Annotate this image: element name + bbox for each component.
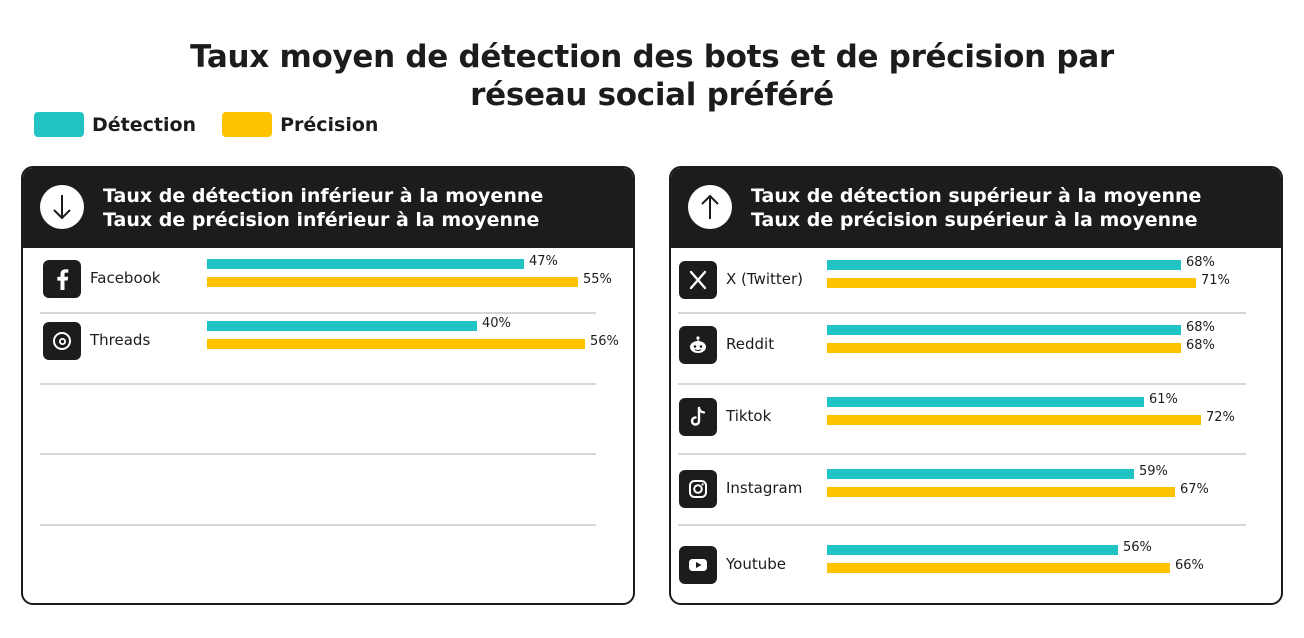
arrow-up-icon: [688, 185, 732, 229]
row-divider: [40, 453, 596, 455]
bar-precision: [827, 487, 1175, 497]
chart-title-line-2: réseau social préféré: [470, 77, 834, 113]
legend-item-detection: Détection: [34, 112, 196, 137]
reddit-icon: [679, 326, 717, 364]
legend-item-precision: Précision: [222, 112, 378, 137]
legend-swatch-precision: [222, 112, 273, 137]
value-label-detection: 68%: [1186, 255, 1215, 270]
chart-row: Reddit 68% 68%: [671, 320, 1281, 366]
bar-detection: [207, 321, 477, 331]
bar-detection: [827, 325, 1181, 335]
category-label: Threads: [90, 331, 151, 349]
row-divider: [40, 383, 596, 385]
value-label-precision: 72%: [1206, 410, 1235, 425]
panel-header-above-average: Taux de détection supérieur à la moyenne…: [671, 168, 1281, 248]
value-label-precision: 66%: [1175, 558, 1204, 573]
threads-icon: [43, 322, 81, 360]
panel-header-line-2: Taux de précision supérieur à la moyenne: [751, 209, 1198, 231]
value-label-precision: 71%: [1201, 273, 1230, 288]
chart-row: Instagram 59% 67%: [671, 464, 1281, 510]
bar-detection: [207, 259, 524, 269]
value-label-detection: 59%: [1139, 464, 1168, 479]
value-label-precision: 55%: [583, 272, 612, 287]
bar-detection: [827, 260, 1181, 270]
arrow-down-icon: [40, 185, 84, 229]
value-label-detection: 61%: [1149, 392, 1178, 407]
bar-detection: [827, 545, 1118, 555]
legend-label-detection: Détection: [92, 113, 197, 136]
instagram-icon: [679, 470, 717, 508]
row-divider: [678, 312, 1246, 314]
tiktok-icon: [679, 398, 717, 436]
chart-row: Youtube 56% 66%: [671, 540, 1281, 586]
row-divider: [40, 524, 596, 526]
legend-label-precision: Précision: [280, 113, 379, 136]
bar-detection: [827, 397, 1144, 407]
x-twitter-icon: [679, 261, 717, 299]
panel-above-average: Taux de détection supérieur à la moyenne…: [669, 166, 1283, 605]
chart-title-line-1: Taux moyen de détection des bots et de p…: [190, 39, 1114, 75]
chart-row: Tiktok 61% 72%: [671, 392, 1281, 438]
chart-row: Facebook 47% 55%: [23, 254, 633, 300]
panel-header-line-1: Taux de détection supérieur à la moyenne: [751, 185, 1202, 207]
row-divider: [678, 524, 1246, 526]
value-label-precision: 67%: [1180, 482, 1209, 497]
panel-header-line-2: Taux de précision inférieur à la moyenne: [103, 209, 540, 231]
youtube-icon: [679, 546, 717, 584]
bar-precision: [827, 415, 1201, 425]
value-label-detection: 68%: [1186, 320, 1215, 335]
category-label: Reddit: [726, 335, 775, 353]
panel-header-text: Taux de détection supérieur à la moyenne…: [751, 184, 1201, 232]
value-label-precision: 68%: [1186, 338, 1215, 353]
panel-below-average: Taux de détection inférieur à la moyenne…: [21, 166, 635, 605]
legend-swatch-detection: [34, 112, 84, 137]
category-label: Tiktok: [726, 407, 772, 425]
facebook-icon: [43, 260, 81, 298]
panel-header-text: Taux de détection inférieur à la moyenne…: [103, 184, 543, 232]
row-divider: [678, 383, 1246, 385]
category-label: Youtube: [726, 555, 786, 573]
chart-row: Threads 40% 56%: [23, 316, 633, 362]
panel-header-line-1: Taux de détection inférieur à la moyenne: [103, 185, 544, 207]
value-label-detection: 47%: [529, 254, 558, 269]
bar-precision: [207, 277, 578, 287]
category-label: Facebook: [90, 269, 161, 287]
category-label: Instagram: [726, 479, 803, 497]
bar-precision: [827, 563, 1170, 573]
bar-precision: [827, 278, 1196, 288]
row-divider: [40, 312, 596, 314]
bar-detection: [827, 469, 1134, 479]
value-label-detection: 40%: [482, 316, 511, 331]
value-label-detection: 56%: [1123, 540, 1152, 555]
chart-row: X (Twitter) 68% 71%: [671, 255, 1281, 301]
bar-precision: [207, 339, 585, 349]
category-label: X (Twitter): [726, 270, 804, 288]
chart-title: Taux moyen de détection des bots et de p…: [0, 38, 1304, 114]
value-label-precision: 56%: [590, 334, 619, 349]
legend: Détection Précision: [34, 112, 404, 137]
bar-precision: [827, 343, 1181, 353]
row-divider: [678, 453, 1246, 455]
panel-header-below-average: Taux de détection inférieur à la moyenne…: [23, 168, 633, 248]
